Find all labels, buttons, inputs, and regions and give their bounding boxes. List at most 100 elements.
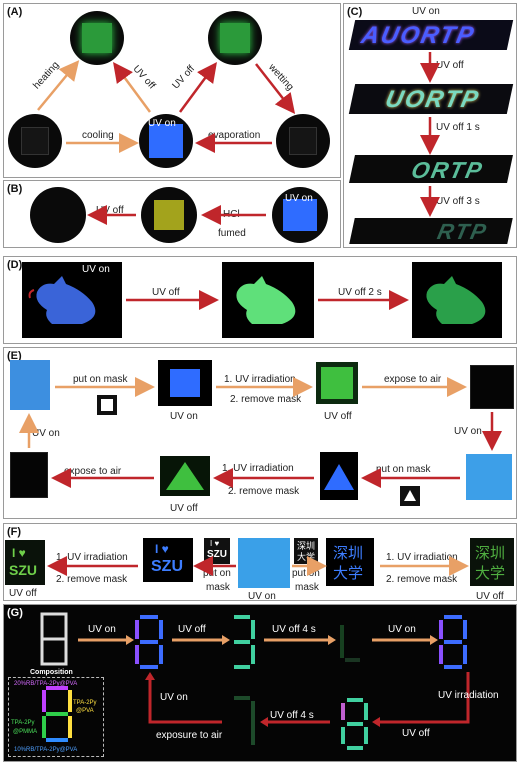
cn-text-blue-line2: 大学: [333, 565, 364, 582]
uv-irradiation-label: 1. UV irradiation: [224, 374, 296, 385]
comp-left-label-2: @PMMA: [13, 729, 38, 735]
film-dark-left-circle: [8, 114, 62, 168]
green-square: [321, 367, 353, 399]
green-film: [82, 23, 112, 53]
panel-b-label: (B): [7, 183, 23, 195]
uv-on-label: UV on: [148, 118, 176, 129]
film-green-cn: 深圳 大学: [470, 538, 514, 586]
film-green-right-circle: [208, 11, 262, 65]
comp-left-label-1: TPA-2Py: [11, 720, 35, 726]
remove-mask-label: 2. remove mask: [386, 574, 458, 585]
uv-irradiation-label: 1. UV irradiation: [56, 552, 128, 563]
film-green-triangle-frame: [160, 456, 210, 496]
uv-on-label-1: UV on: [88, 624, 116, 635]
mouse-image-uv-on: [22, 262, 122, 338]
uv-on-label: UV on: [412, 6, 440, 17]
digit-uv-on-2: [439, 615, 467, 669]
digit-uv-off: [234, 615, 255, 669]
uv-on-label-left: UV on: [32, 428, 60, 439]
szu-text-blue: SZU: [151, 558, 183, 575]
remove-mask-label: 2. remove mask: [228, 486, 300, 497]
film-dark-b-circle: [30, 187, 86, 243]
panel-e: [3, 347, 517, 519]
composition-digit: [40, 612, 68, 666]
film-blue-plain: [238, 538, 290, 588]
film-blue-circle: [139, 114, 193, 168]
panel-d-label: (D): [7, 259, 23, 271]
szu-text-green: SZU: [9, 562, 37, 578]
panel-g: [3, 604, 517, 762]
exposure-to-air-label: exposure to air: [156, 730, 223, 741]
blue-triangle-shape: [324, 464, 354, 490]
triangle-mask-icon: [400, 486, 420, 506]
composition-legend-box: [8, 677, 104, 757]
panel-g-arrowheads: [126, 635, 438, 727]
szu-heart-green: I ♥: [12, 546, 26, 560]
mask-label: mask: [295, 582, 319, 593]
blue-film: [283, 199, 317, 231]
panel-f-label: (F): [7, 526, 22, 538]
put-on-mask-label: put on mask: [73, 374, 128, 385]
uv-off-label: UV off: [324, 411, 352, 422]
uv-irradiation-label: UV irradiation: [438, 690, 499, 701]
uv-on-label: UV on: [170, 411, 198, 422]
mask-label: mask: [206, 582, 230, 593]
film-dark-frame-left: [10, 452, 48, 498]
green-film: [220, 23, 250, 53]
film-dark-right-circle: [276, 114, 330, 168]
uv-off-4s-label-bottom: UV off 4 s: [270, 710, 314, 721]
yellow-film: [154, 200, 184, 230]
uv-on-label-3: UV on: [160, 692, 188, 703]
uv-off-label: UV off: [170, 503, 198, 514]
cn-mask-line1: 深圳: [297, 541, 316, 551]
remove-mask-label: 2. remove mask: [230, 394, 302, 405]
uv-on-label-2: UV on: [388, 624, 416, 635]
cooling-label: cooling: [82, 130, 114, 141]
film-green-szu: I ♥ SZU: [5, 540, 45, 585]
green-triangle-shape: [166, 462, 204, 490]
mouse-icon: [426, 276, 486, 324]
comp-bottom-label: 10%RB/TPA-2Py@PVA: [14, 747, 78, 753]
panel-c-label: (C): [347, 6, 363, 18]
arrow-wetting: [255, 63, 296, 114]
mouse-icon: [28, 276, 96, 324]
cn-text-green-line2: 大学: [475, 565, 506, 582]
cn-text-blue-line1: 深圳: [333, 545, 364, 562]
digit-uv-off-bottom: [341, 698, 368, 750]
uv-off-3s-label: UV off 3 s: [436, 196, 480, 207]
digit-uv-off-4s: [340, 625, 360, 662]
remove-mask-label: 2. remove mask: [56, 574, 128, 585]
expose-to-air-label: expose to air: [64, 466, 122, 477]
uv-off-4s-label-top: UV off 4 s: [272, 624, 316, 635]
uv-off-2s-label: UV off 2 s: [338, 287, 382, 298]
evaporation-label: evaporation: [208, 130, 261, 141]
panel-g-arrows: [78, 638, 470, 724]
blue-square: [170, 369, 200, 397]
szu-mask-heart: I ♥: [210, 539, 220, 548]
uv-on-label-right: UV on: [454, 426, 482, 437]
fumed-label: fumed: [218, 228, 246, 239]
triangle-mask-shape: [404, 490, 416, 501]
uv-off-label: UV off: [96, 205, 124, 216]
put-on-label: put on: [203, 568, 231, 579]
mouse-icon: [236, 276, 296, 324]
uv-off-label-2: UV off: [402, 728, 430, 739]
panel-a-label: (A): [7, 6, 23, 18]
mouse-image-uv-off: [222, 262, 314, 338]
dark-film: [289, 127, 317, 155]
arrow-heating: [37, 60, 80, 111]
film-dark-frame-right: [470, 365, 514, 409]
digit-faded-bottom: [234, 696, 255, 745]
composition-colored-digit: [42, 686, 72, 742]
szu-heart-blue: I ♥: [155, 542, 169, 556]
film-blue-large: [10, 360, 50, 410]
film-yellow-circle: [141, 187, 197, 243]
composition-label: Composition: [30, 669, 73, 676]
mouse-image-uv-off-2s: [412, 262, 502, 338]
szu-mask-text: SZU: [207, 549, 227, 560]
comp-right-label-2: @PVA: [76, 708, 94, 714]
uv-off-label: UV off: [436, 60, 464, 71]
arrow-uv-off-left: [113, 61, 152, 113]
film-blue-cn: 深圳 大学: [326, 538, 374, 586]
